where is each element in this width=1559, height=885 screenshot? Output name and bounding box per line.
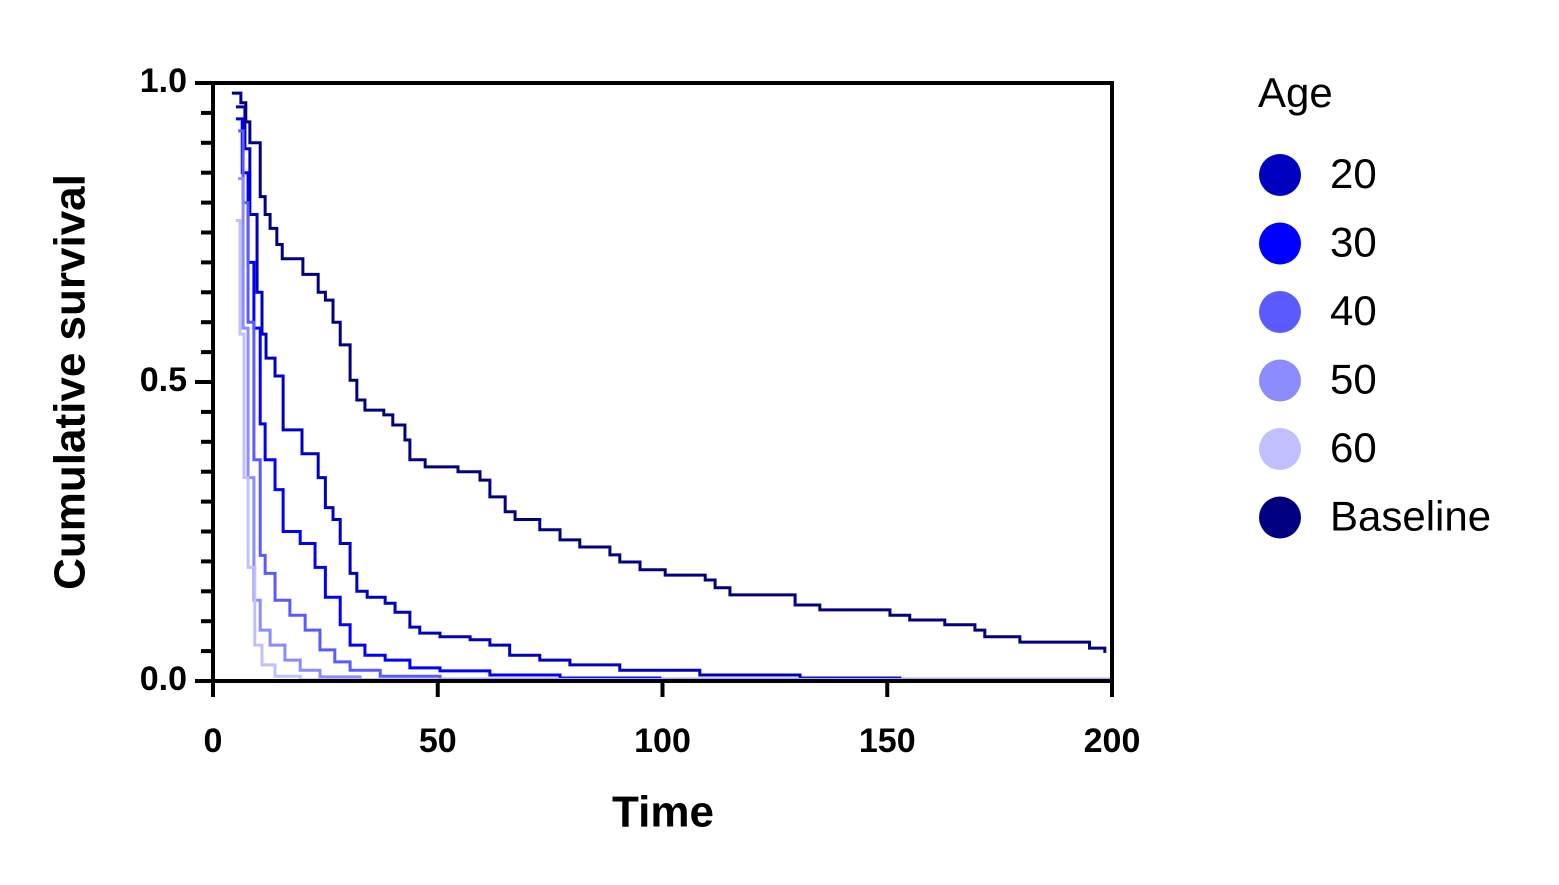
survival-line bbox=[235, 219, 1114, 682]
legend-label: 40 bbox=[1330, 287, 1377, 334]
legend-label: 50 bbox=[1330, 356, 1377, 403]
survival-line bbox=[235, 105, 1107, 682]
x-tick-label: 200 bbox=[1084, 722, 1141, 760]
legend-marker bbox=[1259, 359, 1301, 402]
x-tick-label: 50 bbox=[419, 722, 457, 760]
survival-line bbox=[238, 177, 1114, 682]
legend-marker bbox=[1259, 428, 1301, 470]
legend-label: 60 bbox=[1330, 424, 1377, 471]
survival-line bbox=[231, 91, 1107, 653]
legend-label: Baseline bbox=[1330, 493, 1491, 540]
x-tick-label: 150 bbox=[859, 722, 916, 760]
legend-marker bbox=[1259, 222, 1301, 265]
survival-line bbox=[238, 129, 1114, 681]
legend-label: 30 bbox=[1330, 219, 1377, 266]
legend-title: Age bbox=[1258, 69, 1333, 116]
legend-marker bbox=[1259, 154, 1301, 196]
plot-frame bbox=[211, 81, 1114, 683]
y-tick-label: 0.0 bbox=[140, 660, 187, 698]
legend-marker bbox=[1259, 291, 1301, 333]
x-tick-label: 0 bbox=[204, 722, 223, 760]
legend-marker bbox=[1259, 496, 1301, 539]
x-tick-label: 100 bbox=[634, 722, 691, 760]
y-axis-title: Cumulative survival bbox=[46, 174, 95, 590]
legend-label: 20 bbox=[1330, 150, 1377, 197]
survival-line bbox=[235, 117, 1114, 682]
y-tick-label: 1.0 bbox=[140, 62, 187, 100]
y-tick-label: 0.5 bbox=[140, 361, 187, 399]
x-axis-title: Time bbox=[612, 788, 714, 837]
